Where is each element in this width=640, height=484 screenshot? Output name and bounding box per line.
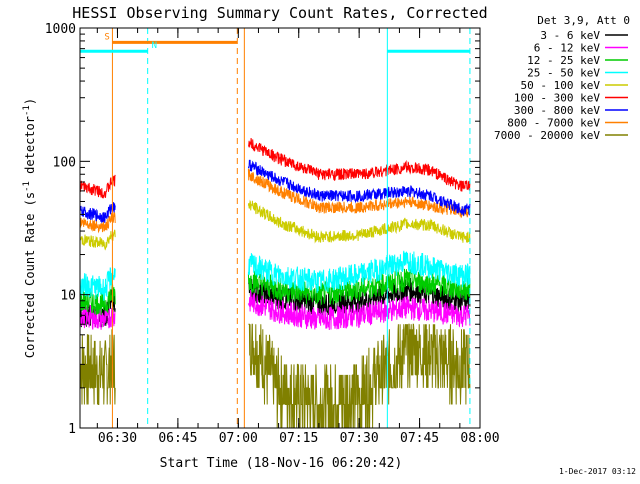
series-trace-12-25-kev-b bbox=[247, 268, 471, 305]
annotation-label-s: S bbox=[104, 32, 109, 42]
y-axis-label-main: Corrected Count Rate (s bbox=[23, 192, 37, 358]
legend-header: Det 3,9, Att 0 bbox=[537, 14, 630, 27]
series-trace-300-800-kev-a bbox=[79, 202, 116, 224]
y-tick-label: 10 bbox=[60, 289, 76, 304]
y-tick-label: 1 bbox=[68, 422, 76, 437]
legend-label-300-800-kev: 300 - 800 keV bbox=[514, 104, 600, 117]
legend-label-7000-20000-kev: 7000 - 20000 keV bbox=[494, 129, 600, 142]
series-trace-6-12-kev-a bbox=[79, 304, 116, 330]
y-tick-label: 100 bbox=[53, 155, 76, 170]
series-trace-800-7000-kev-b bbox=[247, 168, 471, 219]
legend-label-6-12-kev: 6 - 12 keV bbox=[534, 42, 601, 55]
legend-label-3-6-kev: 3 - 6 keV bbox=[540, 29, 600, 42]
x-axis-label: Start Time (18-Nov-16 06:20:42) bbox=[160, 456, 403, 471]
x-tick-label: 06:30 bbox=[98, 431, 137, 446]
chart-title: HESSI Observing Summary Count Rates, Cor… bbox=[72, 4, 487, 22]
plot-frame bbox=[79, 27, 481, 429]
annotation-label-n: N bbox=[152, 41, 157, 51]
series-trace-100-300-kev-a bbox=[79, 174, 116, 199]
timestamp: 1-Dec-2017 03:12 bbox=[559, 467, 636, 476]
series-trace-100-300-kev-b bbox=[247, 137, 471, 192]
x-tick-label: 07:15 bbox=[279, 431, 318, 446]
series-trace-25-50-kev-b bbox=[247, 250, 471, 294]
y-axis-label-unit: detector bbox=[23, 116, 37, 181]
y-axis-label-exp1: -1 bbox=[22, 181, 32, 192]
y-axis-label-close: ) bbox=[23, 98, 37, 105]
legend-label-50-100-kev: 50 - 100 keV bbox=[521, 79, 601, 92]
legend-label-12-25-kev: 12 - 25 keV bbox=[527, 54, 600, 67]
x-tick-label: 07:45 bbox=[400, 431, 439, 446]
series-trace-6-12-kev-b bbox=[247, 289, 471, 331]
series-trace-7000-20000-kev-a bbox=[79, 329, 116, 405]
series-trace-25-50-kev-a bbox=[79, 267, 116, 301]
series-trace-800-7000-kev-a bbox=[79, 212, 116, 234]
y-axis-label: Corrected Count Rate (s-1 detector-1) bbox=[22, 98, 37, 358]
y-tick-label: 1000 bbox=[45, 22, 76, 37]
series-trace-50-100-kev-b bbox=[247, 199, 471, 244]
x-tick-label: 07:30 bbox=[340, 431, 379, 446]
series-trace-12-25-kev-a bbox=[79, 283, 116, 315]
legend-label-100-300-kev: 100 - 300 keV bbox=[514, 92, 600, 105]
legend-label-25-50-kev: 25 - 50 keV bbox=[527, 67, 600, 80]
y-axis-label-exp2: -1 bbox=[22, 105, 32, 116]
legend-label-800-7000-kev: 800 - 7000 keV bbox=[507, 117, 600, 130]
series-trace-7000-20000-kev-b bbox=[248, 323, 471, 429]
x-tick-label: 06:45 bbox=[158, 431, 197, 446]
series-trace-50-100-kev-a bbox=[79, 229, 116, 251]
plot-area: S N 1 10 100 1000 06:30 06:45 07:00 07:15 07:30 07:… bbox=[45, 22, 500, 446]
x-tick-label: 08:00 bbox=[460, 431, 499, 446]
x-tick-label: 07:00 bbox=[219, 431, 258, 446]
series-trace-300-800-kev-b bbox=[247, 159, 471, 217]
